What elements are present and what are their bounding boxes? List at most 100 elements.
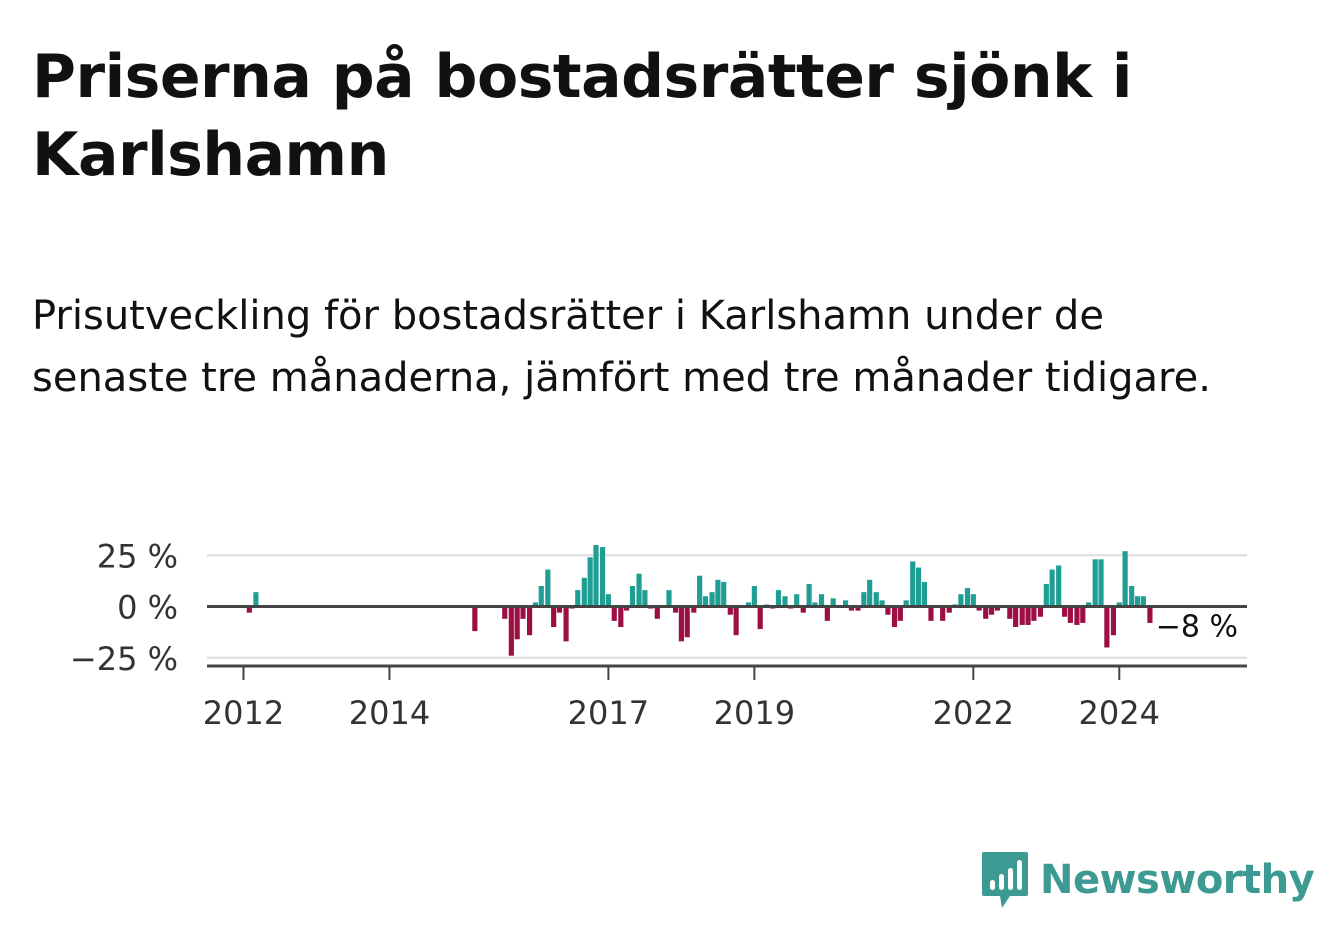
bar [1129, 586, 1135, 607]
bar [1092, 559, 1098, 607]
bar [1074, 606, 1080, 625]
bar [526, 606, 533, 636]
bar [915, 567, 922, 607]
bar [812, 602, 818, 607]
x-tick-label: 2024 [1079, 694, 1160, 732]
x-tick-label: 2022 [933, 694, 1014, 732]
bar [563, 606, 569, 642]
last-value-label: −8 % [1153, 607, 1241, 648]
bar [1067, 606, 1073, 623]
bar [246, 606, 252, 613]
bar [818, 594, 825, 607]
x-tick-label: 2012 [203, 694, 284, 732]
y-tick-label: 25 % [97, 537, 178, 575]
bar [970, 594, 976, 607]
bar [994, 606, 1000, 611]
bar [593, 545, 599, 607]
bar [800, 606, 806, 613]
bar [709, 592, 715, 607]
x-tick-label: 2017 [568, 694, 649, 732]
bar [508, 606, 514, 656]
bar [575, 590, 581, 607]
bar [1056, 565, 1062, 607]
bar [599, 547, 606, 607]
x-tick-label: 2019 [714, 694, 795, 732]
bar [1007, 606, 1013, 619]
newsworthy-logo-icon [982, 852, 1028, 908]
brand-logo[interactable]: Newsworthy [980, 848, 1315, 912]
grid-lines [207, 554, 1247, 659]
bar [587, 557, 593, 607]
bar [605, 594, 611, 607]
bar [1140, 596, 1146, 607]
bar [618, 606, 624, 627]
bar [1098, 559, 1104, 607]
bar [691, 606, 697, 613]
y-tick-label: −25 % [70, 640, 178, 678]
bar [1116, 602, 1122, 607]
bar [1134, 596, 1141, 607]
chart-title: Priserna på bostadsrätter sjönk i Karlsh… [32, 42, 1132, 190]
bar [897, 606, 903, 621]
bar [1043, 583, 1049, 607]
bar-chart: 25 % 0 % −25 % 2012 2014 2017 2019 2022 2024 −8… [70, 537, 1247, 732]
bar [903, 600, 909, 607]
bar [556, 606, 563, 613]
bar [629, 586, 636, 607]
bar [782, 596, 788, 607]
bar [624, 606, 630, 611]
bar [848, 606, 855, 611]
bar [1086, 602, 1092, 607]
bar [666, 590, 672, 607]
bar [636, 573, 642, 607]
bar [745, 602, 752, 607]
bar [1013, 606, 1019, 627]
bar [514, 606, 520, 640]
bar [751, 586, 757, 607]
bar [855, 606, 861, 611]
bar [910, 561, 916, 607]
y-tick-label: 0 % [117, 589, 178, 627]
bar [727, 606, 733, 615]
bar [873, 592, 879, 607]
bar [885, 606, 891, 615]
last-value-label: −8 % [1156, 610, 1238, 645]
bar [976, 606, 982, 611]
bar [1049, 569, 1055, 607]
bar [715, 579, 721, 607]
bar [928, 606, 934, 621]
bar [1019, 606, 1025, 625]
bar-series [246, 545, 1153, 656]
chart-subtitle: Prisutveckling för bostadsrätter i Karls… [32, 293, 1211, 401]
bar [794, 594, 800, 607]
bar [843, 600, 849, 607]
bar [684, 606, 690, 638]
bar [1104, 606, 1110, 648]
bar [861, 592, 867, 607]
bar [532, 602, 539, 607]
bar [775, 590, 782, 607]
bar [824, 606, 830, 621]
bar [867, 579, 873, 607]
bar [891, 606, 898, 627]
bar [983, 606, 989, 619]
bar [946, 606, 952, 613]
bar [642, 590, 648, 607]
bar [678, 606, 684, 642]
bar [940, 606, 946, 621]
bar [958, 594, 964, 607]
y-axis-tick-labels: 25 % 0 % −25 % [70, 537, 178, 678]
bar [472, 606, 478, 632]
bar [964, 588, 971, 607]
x-axis: 2012 2014 2017 2019 2022 2024 [203, 664, 1247, 732]
bar [253, 592, 259, 607]
bar [1025, 606, 1031, 625]
bar [654, 606, 660, 619]
bar [611, 606, 617, 621]
bar [1037, 606, 1044, 617]
bar [733, 606, 739, 636]
brand-name: Newsworthy [1040, 857, 1315, 903]
bar [879, 600, 885, 607]
bar [988, 606, 995, 615]
bar [1147, 606, 1153, 623]
